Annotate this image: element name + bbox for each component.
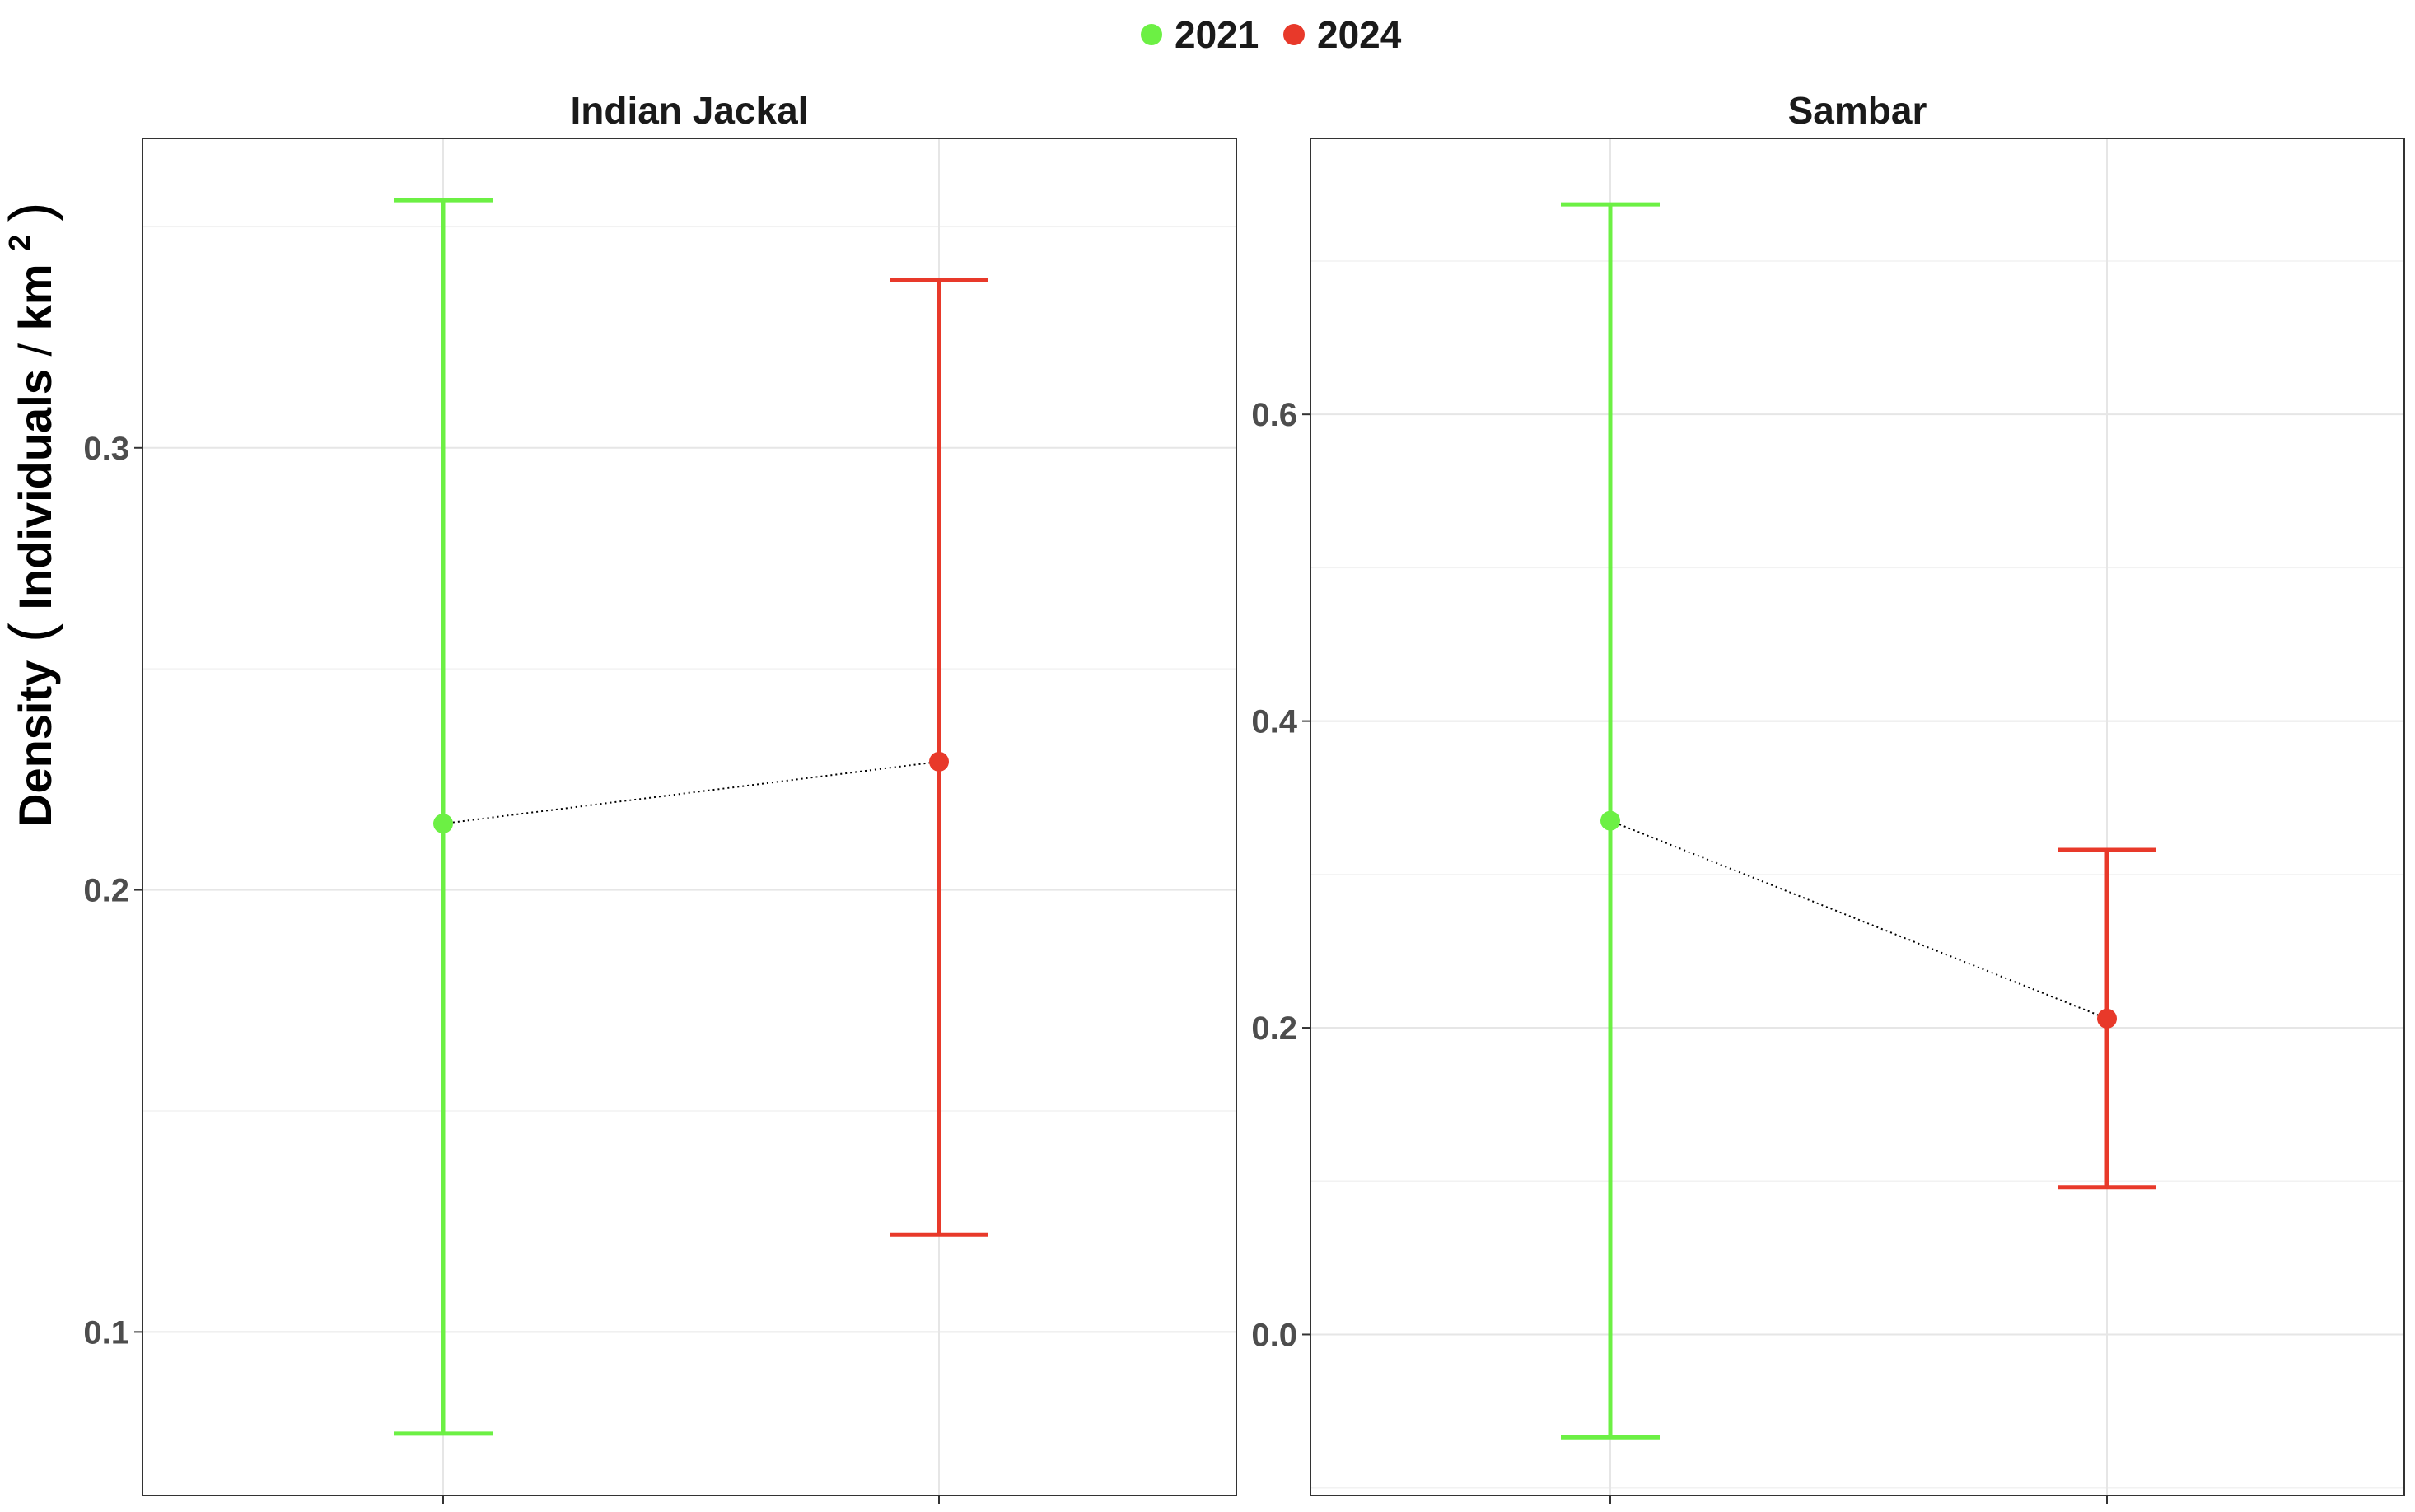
panel-title: Sambar [1788,89,1927,132]
legend-marker-2024 [1283,24,1305,45]
y-axis-title-inner: Individuals [9,369,61,610]
legend-marker-2021 [1141,24,1162,45]
y-axis-title-exponent: 2 [2,235,36,251]
legend-label-2021: 2021 [1175,13,1259,56]
y-axis-title-unit: km [9,264,61,330]
panel-sambar: Sambar 0.0 0.2 0.4 0.6 [1251,89,2405,1504]
panel-border [1310,138,2405,1496]
svg-text:Density ( Individu: Density ( Individuals / km 2 ) [0,202,64,827]
y-tick-label: 0.6 [1251,397,1297,433]
y-tick-label: 0.1 [83,1314,129,1351]
connector-line [442,760,940,825]
y-axis-title-close-paren: ) [0,202,64,222]
y-axis-title: Density ( Individuals / km 2 ) [0,202,64,827]
point-2021 [1600,810,1620,831]
point-2024 [2097,1008,2117,1029]
panel-border [142,138,1237,1496]
panel-indian-jackal: Indian Jackal 0.1 0.2 0.3 [83,89,1237,1504]
point-2024 [929,751,949,772]
y-tick-label: 0.3 [83,431,129,467]
y-axis-title-slash: / [9,343,61,357]
y-tick-label: 0.2 [83,873,129,909]
connector-line [1609,819,2108,1020]
point-2021 [433,814,453,834]
y-axis-title-open-paren: ( [0,623,64,642]
y-tick-label: 0.2 [1251,1010,1297,1047]
legend: 2021 2024 [1141,13,1402,56]
y-axis-title-main: Density [9,660,61,827]
panel-title: Indian Jackal [571,89,809,132]
legend-label-2024: 2024 [1317,13,1402,56]
y-tick-label: 0.0 [1251,1317,1297,1353]
y-tick-label: 0.4 [1251,704,1297,740]
